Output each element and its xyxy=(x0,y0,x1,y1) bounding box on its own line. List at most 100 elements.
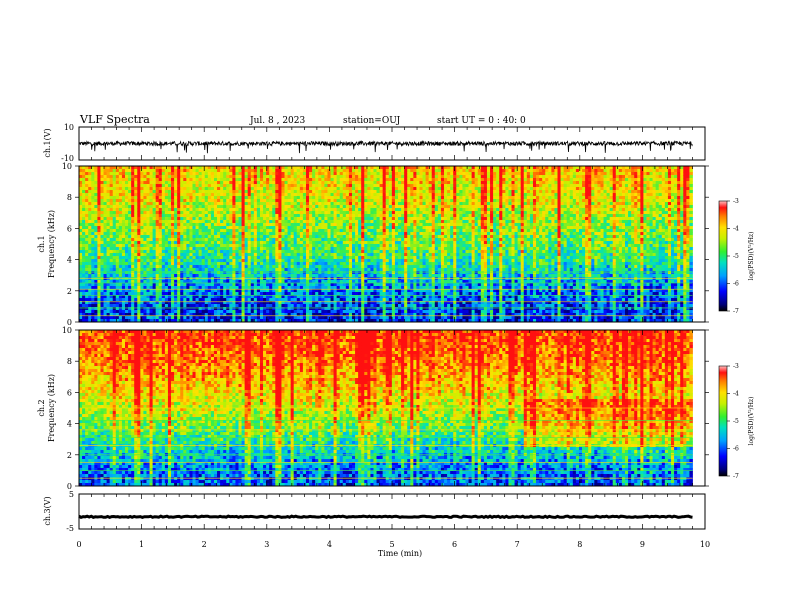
spectrogram-cell xyxy=(312,313,316,317)
spectrogram-cell xyxy=(112,223,117,227)
spectrogram-cell xyxy=(305,262,310,266)
spectrogram-cell xyxy=(161,217,166,221)
spectrogram-cell xyxy=(97,196,101,200)
spectrogram-cell xyxy=(235,199,239,203)
spectrogram-cell xyxy=(134,193,138,197)
spectrogram-cell xyxy=(134,271,138,275)
spectrogram-cell xyxy=(146,289,150,293)
spectrogram-cell xyxy=(355,304,359,308)
spectrogram-cell xyxy=(278,274,282,278)
spectrogram-cell xyxy=(195,244,200,248)
spectrogram-cell xyxy=(302,211,307,215)
spectrogram-cell xyxy=(321,178,325,182)
spectrogram-cell xyxy=(167,313,172,317)
spectrogram-cell xyxy=(272,226,276,230)
spectrogram-cell xyxy=(223,304,227,308)
spectrogram-cell xyxy=(305,319,310,323)
spectrogram-cell xyxy=(293,235,298,239)
spectrogram-cell xyxy=(309,202,313,206)
spectrogram-cell xyxy=(204,175,209,179)
spectrogram-cell xyxy=(269,226,273,230)
spectrogram-cell xyxy=(284,268,288,272)
spectrogram-cell xyxy=(229,199,233,203)
spectrogram-cell xyxy=(361,262,365,266)
spectrogram-cell xyxy=(278,208,282,212)
spectrogram-cell xyxy=(167,232,172,236)
spectrogram-cell xyxy=(290,271,295,275)
spectrogram-cell xyxy=(345,274,350,278)
spectrogram-cell xyxy=(204,241,209,245)
spectrogram-cell xyxy=(232,256,236,260)
spectrogram-cell xyxy=(103,250,108,254)
spectrogram-cell xyxy=(134,178,138,182)
spectrogram-cell xyxy=(348,220,353,224)
spectrogram-cell xyxy=(109,226,114,230)
spectrogram-cell xyxy=(97,253,101,257)
spectrogram-cell xyxy=(137,217,141,221)
spectrogram-cell xyxy=(158,310,163,314)
spectrogram-cell xyxy=(259,298,264,302)
spectrogram-cell xyxy=(171,289,175,293)
spectrogram-cell xyxy=(140,187,144,191)
spectrogram-cell xyxy=(164,238,169,242)
spectrogram-cell xyxy=(94,319,98,323)
spectrogram-cell xyxy=(324,319,328,323)
spectrogram-cell xyxy=(253,259,258,263)
spectrogram-cell xyxy=(296,199,301,203)
spectrogram-cell xyxy=(342,217,347,221)
spectrogram-cell xyxy=(333,187,338,191)
spectrogram-cell xyxy=(238,220,242,224)
spectrogram-cell xyxy=(82,244,86,248)
spectrogram-cell xyxy=(250,187,255,191)
spectrogram-cell xyxy=(97,172,101,176)
spectrogram-cell xyxy=(82,196,86,200)
spectrogram-cell xyxy=(293,307,298,311)
spectrogram-cell xyxy=(204,235,209,239)
spectrogram-cell xyxy=(220,283,224,287)
spectrogram-cell xyxy=(149,196,154,200)
spectrogram-cell xyxy=(312,199,316,203)
spectrogram-cell xyxy=(149,238,154,242)
spectrogram-cell xyxy=(333,310,338,314)
spectrogram-cell xyxy=(195,184,200,188)
spectrogram-cell xyxy=(94,256,98,260)
spectrogram-cell xyxy=(361,304,365,308)
spectrogram-cell xyxy=(330,223,334,227)
spectrogram-cell xyxy=(315,289,319,293)
spectrogram-cell xyxy=(287,262,292,266)
spectrogram-cell xyxy=(299,301,304,305)
spectrogram-cell xyxy=(183,271,187,275)
spectrogram-cell xyxy=(312,316,316,320)
spectrogram-cell xyxy=(186,166,190,170)
spectrogram-cell xyxy=(164,298,169,302)
spectrogram-cell xyxy=(146,250,150,254)
spectrogram-cell xyxy=(284,256,288,260)
spectrogram-cell xyxy=(146,229,150,233)
spectrogram-cell xyxy=(121,283,126,287)
spectrogram-cell xyxy=(143,193,147,197)
spectrogram-cell xyxy=(121,298,126,302)
spectrogram-cell xyxy=(118,265,123,269)
spectrogram-cell xyxy=(158,307,163,311)
spectrogram-cell xyxy=(272,259,276,263)
spectrogram-cell xyxy=(305,175,310,179)
spectrogram-cell xyxy=(299,295,304,299)
spectrogram-cell xyxy=(103,172,108,176)
spectrogram-cell xyxy=(318,250,322,254)
spectrogram-cell xyxy=(355,253,359,257)
spectrogram-cell xyxy=(302,241,307,245)
spectrogram-cell xyxy=(278,310,282,314)
spectrogram-cell xyxy=(210,319,215,323)
spectrogram-cell xyxy=(183,274,187,278)
spectrogram-cell xyxy=(348,208,353,212)
spectrogram-cell xyxy=(324,187,328,191)
spectrogram-cell xyxy=(309,313,313,317)
spectrogram-cell xyxy=(94,235,98,239)
spectrogram-cell xyxy=(223,220,227,224)
spectrogram-cell xyxy=(183,307,187,311)
spectrogram-cell xyxy=(155,313,160,317)
spectrogram-cell xyxy=(97,301,101,305)
spectrogram-cell xyxy=(275,280,279,284)
spectrogram-cell xyxy=(220,205,224,209)
spectrogram-cell xyxy=(364,238,368,242)
